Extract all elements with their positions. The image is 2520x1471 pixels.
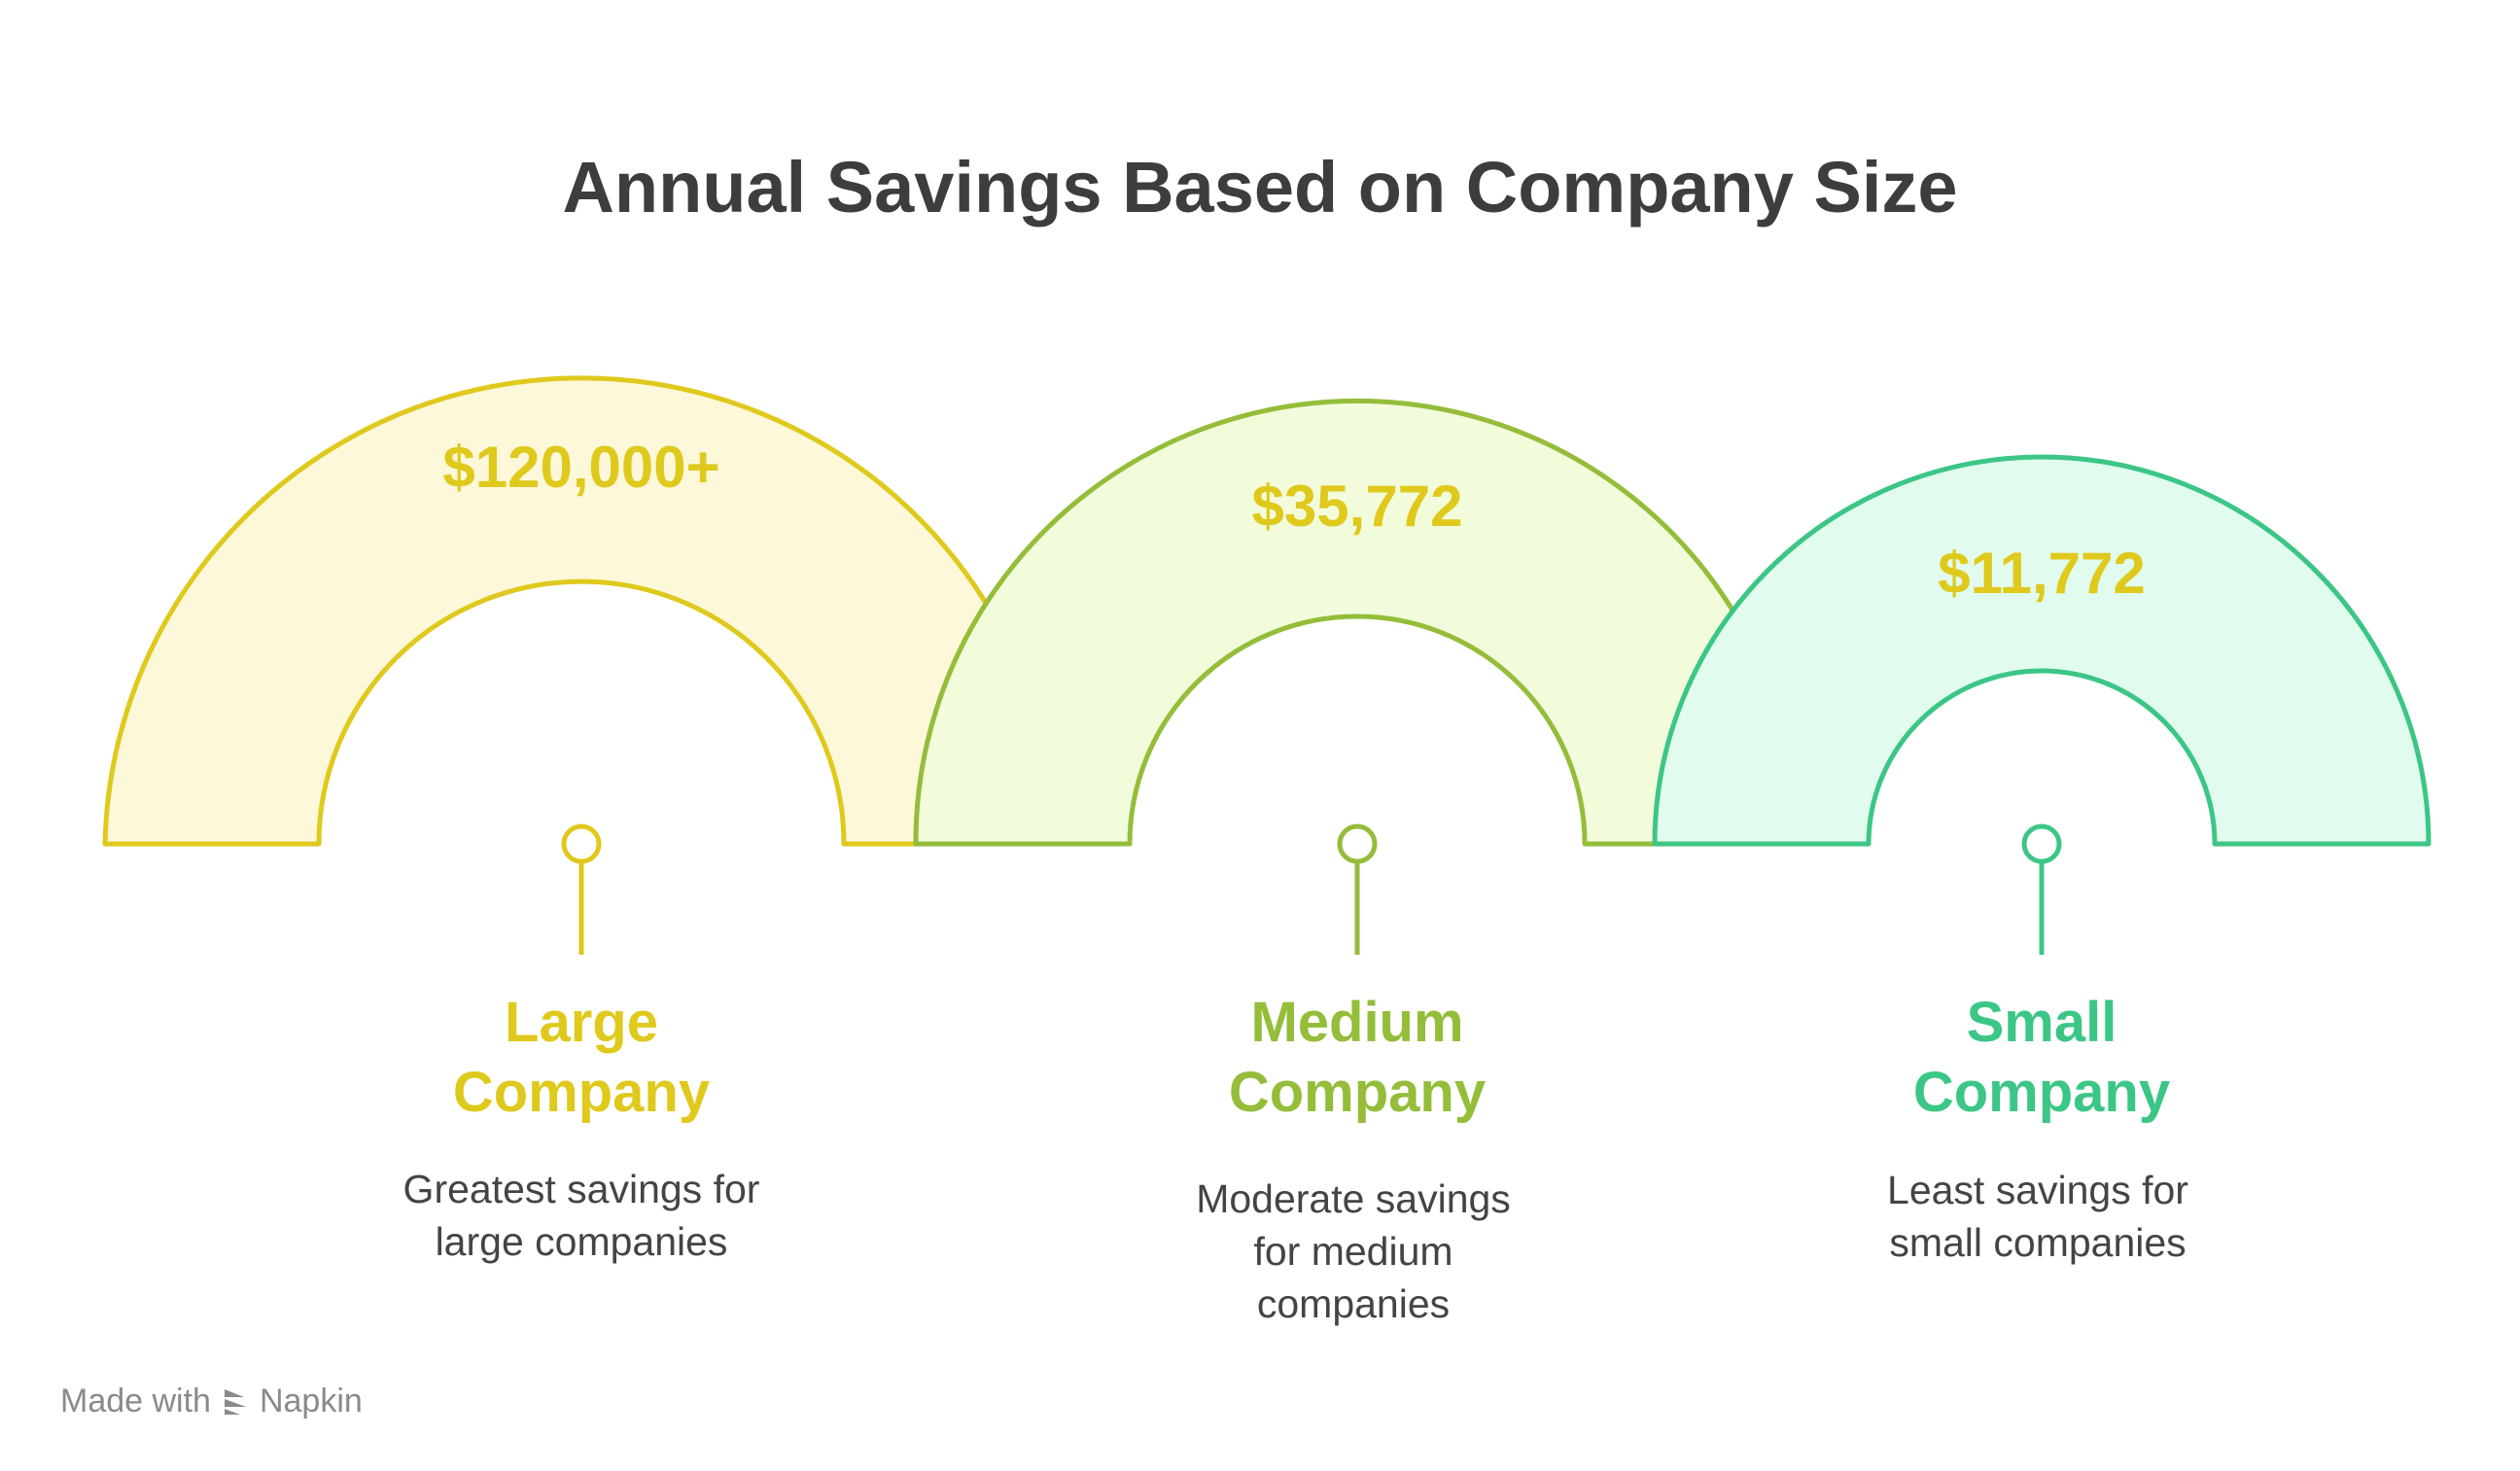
footer-prefix: Made with: [60, 1383, 211, 1419]
large-company-desc-line1: Greatest savings for: [402, 1167, 760, 1211]
medium-company-desc-line3: companies: [1256, 1281, 1451, 1326]
napkin-logo-icon: [221, 1385, 250, 1418]
small-company-description: Least savings for small companies: [1746, 1164, 2329, 1269]
small-company-desc-line2: small companies: [1889, 1220, 2187, 1265]
medium-company-desc-line1: Moderate savings: [1196, 1176, 1511, 1221]
made-with-napkin-footer[interactable]: Made with Napkin: [60, 1383, 363, 1420]
small-company-arch: [1652, 454, 2432, 847]
large-company-desc-line2: large companies: [435, 1219, 728, 1264]
medium-company-pin: [1337, 823, 1378, 955]
large-company-label-line2: Company: [452, 1061, 711, 1124]
medium-company-label-line1: Medium: [1250, 991, 1464, 1054]
small-company-pin: [2021, 823, 2062, 955]
large-company-value: $120,000+: [442, 435, 720, 500]
large-company-description: Greatest savings for large companies: [290, 1163, 873, 1268]
small-company-label: Small Company: [1750, 988, 2333, 1128]
footer-brand: Napkin: [259, 1383, 363, 1419]
medium-company-desc-line2: for medium: [1253, 1229, 1453, 1274]
large-company-label-line1: Large: [505, 991, 658, 1054]
large-company-label: Large Company: [290, 988, 873, 1128]
large-company-arch: [102, 375, 995, 847]
medium-company-arch: [913, 398, 1739, 847]
small-company-label-line2: Company: [1912, 1061, 2171, 1124]
small-company-value: $11,772: [1938, 541, 2146, 606]
medium-company-description: Moderate savings for medium companies: [1062, 1173, 1645, 1330]
page-title: Annual Savings Based on Company Size: [562, 147, 1958, 228]
small-company-desc-line1: Least savings for: [1887, 1168, 2188, 1212]
small-company-label-line1: Small: [1966, 991, 2118, 1054]
medium-company-value: $35,772: [1251, 473, 1463, 539]
medium-company-label: Medium Company: [1066, 988, 1649, 1128]
large-company-pin: [561, 823, 602, 955]
medium-company-label-line2: Company: [1228, 1061, 1487, 1124]
